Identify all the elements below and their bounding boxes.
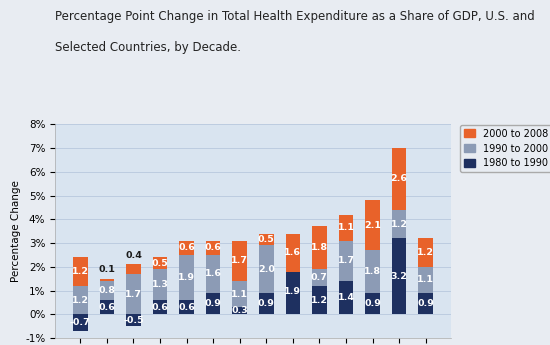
Text: 1.2: 1.2 [390, 219, 408, 228]
Text: 0.9: 0.9 [258, 299, 274, 308]
Text: 1.8: 1.8 [364, 267, 381, 276]
Text: 2.6: 2.6 [390, 174, 408, 183]
Bar [233, 241, 247, 281]
Bar [312, 269, 327, 286]
Bar [259, 234, 273, 245]
Bar [100, 279, 114, 281]
Text: -0.5: -0.5 [123, 316, 144, 325]
Bar [206, 293, 221, 314]
Bar [73, 286, 87, 314]
Bar [100, 300, 114, 314]
Text: 1.2: 1.2 [72, 267, 89, 276]
Text: 1.7: 1.7 [125, 290, 142, 299]
Text: 0.6: 0.6 [205, 243, 222, 252]
Y-axis label: Percentage Change: Percentage Change [11, 180, 21, 282]
Bar [419, 267, 433, 293]
Legend: 2000 to 2008, 1990 to 2000, 1980 to 1990: 2000 to 2008, 1990 to 2000, 1980 to 1990 [460, 125, 550, 172]
Text: 1.3: 1.3 [152, 280, 168, 289]
Bar [259, 293, 273, 314]
Bar [392, 148, 406, 210]
Bar [73, 257, 87, 286]
Bar [206, 241, 221, 255]
Bar [153, 300, 167, 314]
Text: 1.1: 1.1 [417, 275, 434, 284]
Text: 0.9: 0.9 [417, 299, 434, 308]
Bar [365, 250, 380, 293]
Bar [285, 269, 300, 314]
Bar [419, 238, 433, 267]
Text: -0.7: -0.7 [70, 318, 91, 327]
Text: 0.9: 0.9 [364, 299, 381, 308]
Text: 2.0: 2.0 [258, 265, 274, 274]
Text: 1.1: 1.1 [338, 223, 355, 232]
Text: 1.7: 1.7 [231, 256, 248, 265]
Bar [233, 281, 247, 307]
Bar [339, 281, 353, 314]
Text: 2.1: 2.1 [364, 221, 381, 230]
Text: 0.5: 0.5 [258, 235, 274, 244]
Bar [73, 314, 87, 331]
Bar [179, 300, 194, 314]
Bar [365, 293, 380, 314]
Text: 1.2: 1.2 [417, 248, 434, 257]
Text: 1.9: 1.9 [284, 287, 301, 296]
Text: 1.4: 1.4 [338, 293, 355, 302]
Text: Selected Countries, by Decade.: Selected Countries, by Decade. [55, 41, 241, 55]
Bar [126, 274, 141, 314]
Text: 0.6: 0.6 [98, 303, 116, 312]
Bar [206, 255, 221, 293]
Text: 1.9: 1.9 [178, 273, 195, 282]
Bar [126, 264, 141, 274]
Bar [179, 241, 194, 255]
Bar [126, 314, 141, 326]
Text: 1.1: 1.1 [231, 290, 248, 299]
Text: 0.6: 0.6 [178, 303, 195, 312]
Bar [285, 234, 300, 272]
Text: 0.7: 0.7 [311, 273, 328, 282]
Text: 3.2: 3.2 [390, 272, 408, 281]
Bar [419, 293, 433, 314]
Bar [339, 215, 353, 241]
Text: 0.1: 0.1 [98, 265, 116, 274]
Bar [233, 307, 247, 314]
Text: 1.6: 1.6 [284, 248, 301, 257]
Text: 1.6: 1.6 [205, 269, 222, 278]
Bar [339, 241, 353, 281]
Bar [285, 269, 300, 272]
Text: 1.2: 1.2 [311, 296, 328, 305]
Text: 0.9: 0.9 [205, 299, 222, 308]
Bar [179, 255, 194, 300]
Text: 0.6: 0.6 [178, 243, 195, 252]
Bar [392, 210, 406, 238]
Text: 0.6: 0.6 [152, 303, 168, 312]
Bar [392, 238, 406, 314]
Bar [153, 269, 167, 300]
Text: 0.8: 0.8 [98, 286, 116, 295]
Bar [100, 281, 114, 300]
Bar [153, 257, 167, 269]
Text: 1.8: 1.8 [311, 243, 328, 252]
Bar [259, 245, 273, 293]
Bar [365, 200, 380, 250]
Text: 0.3: 0.3 [232, 306, 248, 315]
Text: 1.7: 1.7 [338, 256, 355, 265]
Text: 0.4: 0.4 [125, 251, 142, 260]
Text: 1.2: 1.2 [72, 296, 89, 305]
Bar [312, 286, 327, 314]
Text: 0.5: 0.5 [152, 259, 168, 268]
Bar [312, 226, 327, 269]
Text: Percentage Point Change in Total Health Expenditure as a Share of GDP, U.S. and: Percentage Point Change in Total Health … [55, 10, 535, 23]
